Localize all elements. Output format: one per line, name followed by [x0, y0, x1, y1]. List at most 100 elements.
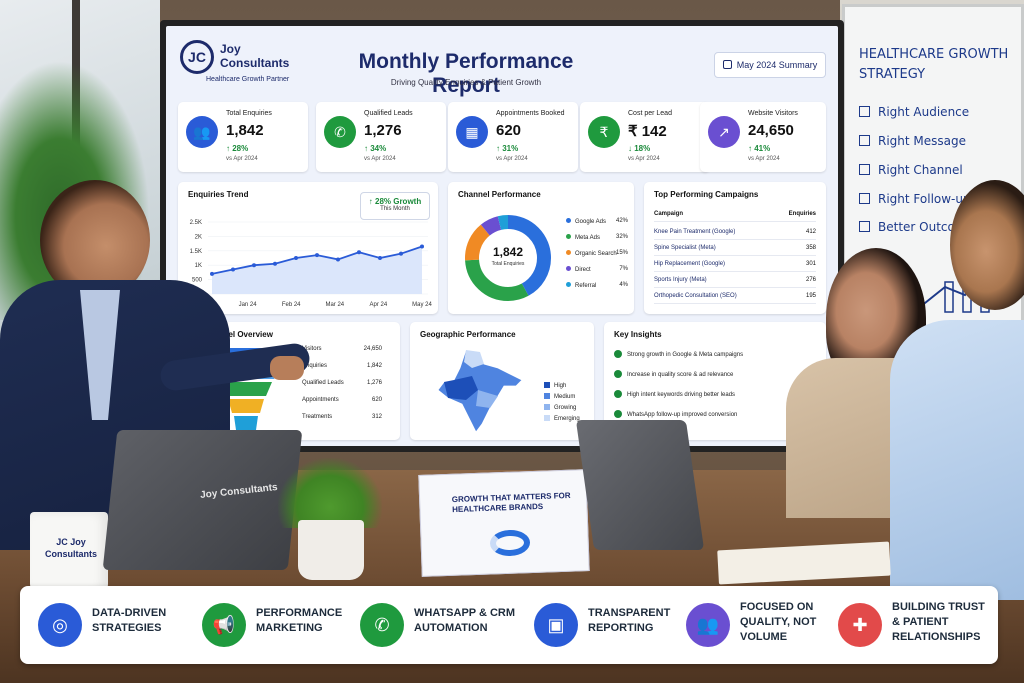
feature-item: ▣ TRANSPARENT REPORTING	[534, 586, 692, 664]
trend-point	[399, 251, 403, 256]
y-tick-label: 2.5K	[190, 220, 202, 226]
campaign-enquiries: 358	[805, 245, 816, 251]
channel-legend-item: Referral	[566, 282, 636, 289]
campaign-name: Orthopedic Consultation (SEO)	[654, 293, 737, 299]
report-subtitle: Driving Quality Enquiries & Patient Grow…	[390, 78, 542, 87]
funnel-value: 24,650	[363, 346, 382, 352]
campaign-name: Hip Replacement (Google)	[654, 261, 726, 267]
panel-title: Enquiries Trend	[188, 190, 249, 199]
channel-name: Organic Search	[575, 251, 617, 257]
calendar-icon: ▦	[456, 116, 488, 148]
legend-swatch	[566, 218, 571, 223]
trend-point	[378, 256, 382, 260]
column-header: Enquiries	[788, 211, 816, 217]
legend-swatch	[544, 393, 550, 399]
legend-swatch	[566, 234, 571, 239]
feature-item: 📢 PERFORMANCE MARKETING	[202, 586, 360, 664]
summary-chip[interactable]: May 2024 Summary	[714, 52, 826, 78]
kpi-value: 1,276	[364, 122, 402, 139]
trend-point	[420, 244, 424, 249]
table-row[interactable]: Knee Pain Treatment (Google) 412	[654, 224, 816, 240]
geo-legend-label: Growing	[554, 405, 577, 411]
plant-pot	[298, 520, 364, 580]
chart-up-icon: ↗	[708, 116, 740, 148]
feature-item: ✚ BUILDING TRUST & PATIENT RELATIONSHIPS	[838, 586, 996, 664]
geo-legend-label: High	[554, 383, 567, 389]
kpi-card: ↗ Website Visitors 24,650 ↑ 41% vs Apr 2024	[700, 102, 826, 172]
kpi-value: 1,842	[226, 122, 264, 139]
dashboard-screen: JC Joy Consultants Healthcare Growth Par…	[166, 26, 838, 446]
insight-text: WhatsApp follow-up improved conversion	[627, 412, 738, 418]
geographic-panel: Geographic Performance High Medium Growing…	[410, 322, 594, 440]
donut-slice	[465, 215, 551, 301]
trend-point	[273, 261, 277, 266]
growth-badge: ↑ 28% Growth This Month	[360, 192, 430, 220]
whatsapp-icon: ✆	[360, 603, 404, 647]
x-tick-label: Jan 24	[239, 302, 258, 308]
phone-icon: ✆	[324, 116, 356, 148]
channel-percent: 4%	[619, 282, 628, 288]
kpi-value: 24,650	[748, 122, 794, 139]
check-circle-icon	[614, 390, 622, 398]
monitor: JC Joy Consultants Healthcare Growth Par…	[160, 20, 844, 452]
whiteboard-item: Right Audience	[859, 105, 969, 119]
x-tick-label: May 24	[412, 302, 432, 308]
kpi-comparison: vs Apr 2024	[364, 156, 396, 162]
campaign-name: Sports Injury (Meta)	[654, 277, 707, 283]
top-campaigns-panel: Top Performing Campaigns Campaign Enquir…	[644, 182, 826, 314]
channel-name: Referral	[575, 283, 597, 289]
funnel-value: 1,276	[366, 380, 382, 386]
table-row[interactable]: Hip Replacement (Google) 301	[654, 256, 816, 272]
feature-label: PERFORMANCE MARKETING	[256, 607, 343, 634]
insight-item: WhatsApp follow-up improved conversion	[614, 410, 790, 418]
heart-plus-icon: ✚	[838, 603, 882, 647]
desk-plant	[278, 458, 382, 528]
funnel-value: 1,842	[366, 363, 382, 369]
legend-swatch	[566, 266, 571, 271]
funnel-stage: Qualified Leads	[302, 380, 344, 386]
kpi-label: Cost per Lead	[628, 110, 672, 117]
brand-tagline: Healthcare Growth Partner	[206, 76, 290, 83]
feature-item: 👥 FOCUSED ON QUALITY, NOT VOLUME	[686, 586, 844, 664]
kpi-label: Total Enquiries	[226, 110, 272, 117]
feature-label: FOCUSED ON QUALITY, NOT VOLUME	[740, 601, 817, 643]
funnel-value: 312	[371, 414, 382, 420]
report-title: Monthly Performance Report	[358, 50, 574, 97]
checkbox-icon	[859, 221, 870, 232]
table-row[interactable]: Sports Injury (Meta) 276	[654, 272, 816, 288]
kpi-comparison: vs Apr 2024	[628, 156, 660, 162]
kpi-comparison: vs Apr 2024	[748, 156, 780, 162]
panel-title: Key Insights	[614, 330, 662, 339]
geo-legend-label: Emerging	[554, 416, 580, 422]
kpi-value: ₹ 142	[628, 123, 667, 140]
campaign-table-header: Campaign Enquiries	[654, 206, 816, 222]
table-row[interactable]: Orthopedic Consultation (SEO) 195	[654, 288, 816, 304]
whiteboard-item-label: Right Audience	[878, 105, 970, 119]
geo-legend-item: Growing	[544, 404, 576, 411]
kpi-change: ↓ 18%	[628, 144, 651, 153]
check-circle-icon	[614, 350, 622, 358]
trend-point	[357, 250, 361, 255]
channel-legend-item: Organic Search	[566, 250, 636, 257]
whiteboard-item-label: Right Follow-up	[878, 192, 971, 206]
checkbox-icon	[859, 164, 870, 175]
kpi-card: ₹ Cost per Lead ₹ 142 ↓ 18% vs Apr 2024	[580, 102, 710, 172]
funnel-value: 620	[371, 397, 382, 403]
kpi-change: ↑ 34%	[364, 144, 387, 153]
check-circle-icon	[614, 370, 622, 378]
feature-item: ✆ WHATSAPP & CRM AUTOMATION	[360, 586, 518, 664]
growth-badge-main: ↑ 28% Growth	[368, 197, 422, 206]
campaign-name: Spine Specialist (Meta)	[654, 245, 716, 251]
channel-percent: 32%	[615, 234, 628, 240]
summary-label: May 2024 Summary	[736, 60, 818, 70]
brand-logo: JC	[180, 40, 214, 74]
table-row[interactable]: Spine Specialist (Meta) 358	[654, 240, 816, 256]
legend-swatch	[544, 382, 550, 388]
campaign-name: Knee Pain Treatment (Google)	[654, 229, 736, 235]
geo-legend-item: Medium	[544, 393, 575, 400]
channel-legend-item: Google Ads	[566, 218, 636, 225]
channel-donut-chart	[465, 215, 551, 301]
checkbox-icon	[859, 106, 870, 117]
enquiries-trend-panel: Enquiries Trend ↑ 28% Growth This Month …	[178, 182, 438, 314]
